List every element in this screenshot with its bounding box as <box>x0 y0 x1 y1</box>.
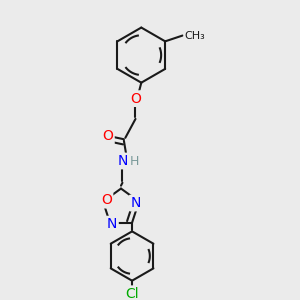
Text: O: O <box>103 129 113 143</box>
Text: N: N <box>130 196 141 210</box>
Text: CH₃: CH₃ <box>184 31 205 40</box>
Text: O: O <box>101 193 112 207</box>
Text: N: N <box>107 217 117 231</box>
Text: Cl: Cl <box>125 287 139 300</box>
Text: H: H <box>130 154 140 167</box>
Text: O: O <box>130 92 141 106</box>
Text: N: N <box>117 154 128 168</box>
